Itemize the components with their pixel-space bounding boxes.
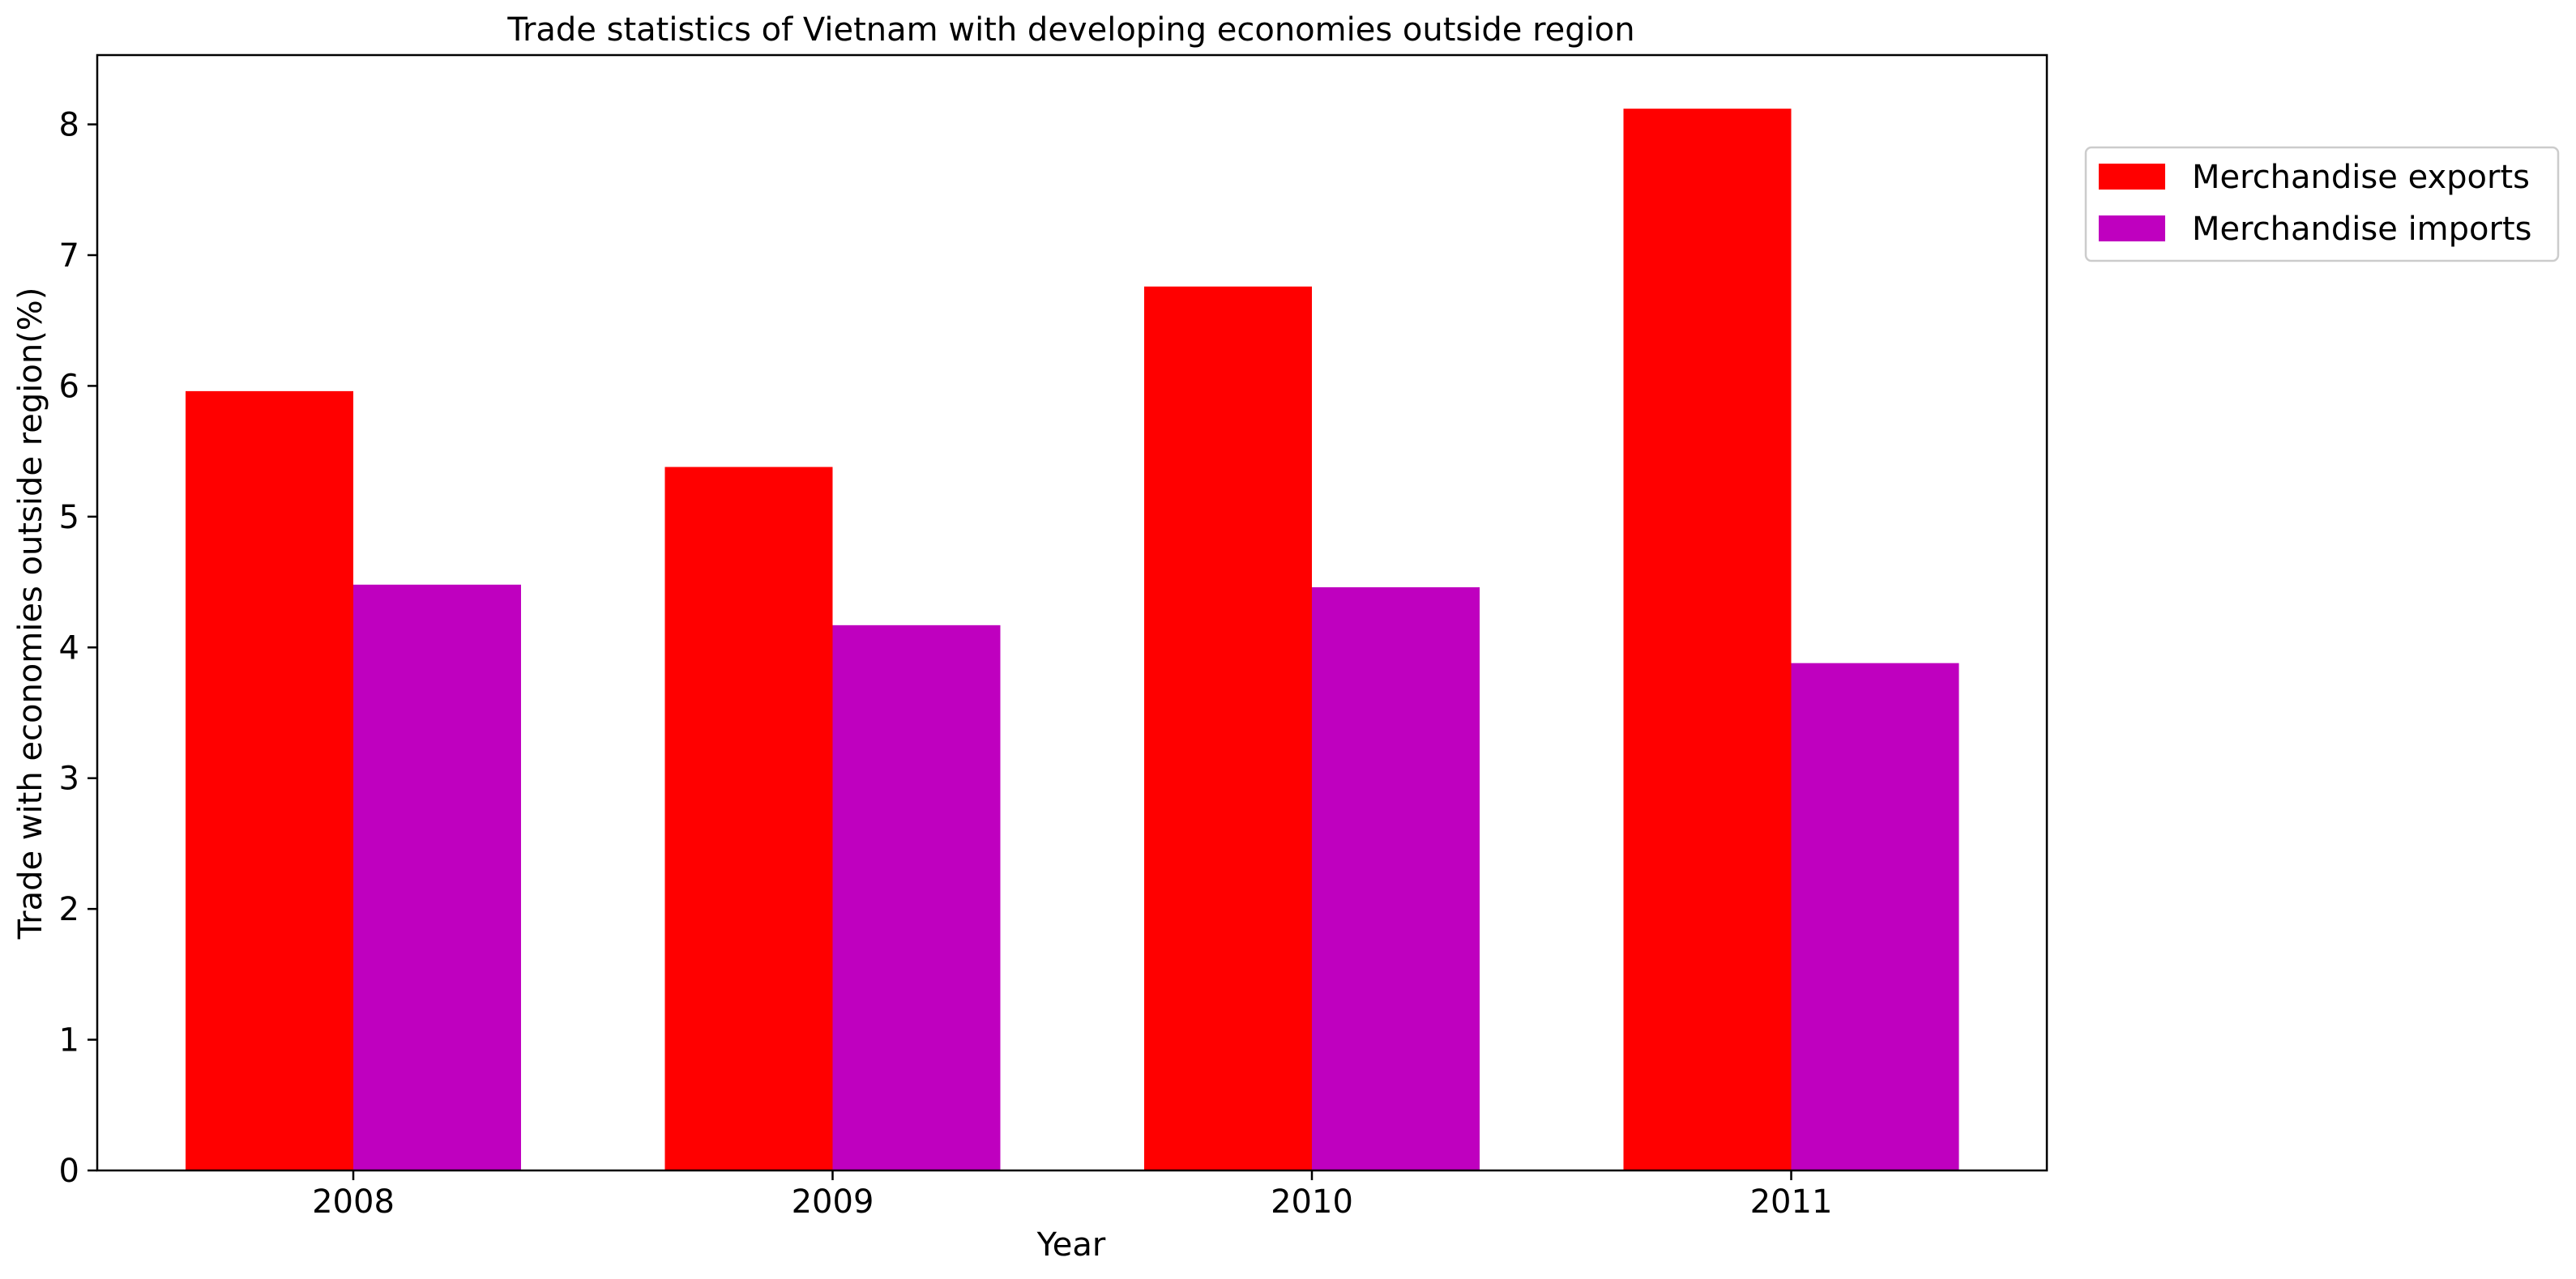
legend-swatch-imports bbox=[2099, 215, 2165, 241]
y-axis: 0 1 2 3 4 5 6 7 8 bbox=[59, 107, 97, 1190]
legend-frame bbox=[2084, 146, 2560, 262]
chart-title: Trade statistics of Vietnam with develop… bbox=[506, 11, 1634, 49]
x-axis-label: Year bbox=[1036, 1226, 1106, 1264]
legend-label-imports: Merchandise imports bbox=[2192, 211, 2531, 248]
legend-swatch-exports bbox=[2099, 164, 2165, 190]
bar-exports-2009 bbox=[664, 467, 833, 1170]
bar-exports-2008 bbox=[186, 390, 353, 1170]
y-tick-label: 4 bbox=[59, 629, 79, 667]
y-tick-label: 7 bbox=[59, 237, 79, 275]
y-tick-label: 5 bbox=[59, 499, 79, 536]
x-tick-label: 2010 bbox=[1271, 1183, 1353, 1221]
bars-group bbox=[186, 109, 1959, 1170]
y-tick-label: 3 bbox=[59, 761, 79, 798]
y-tick-label: 8 bbox=[59, 107, 79, 144]
legend-label-exports: Merchandise exports bbox=[2192, 159, 2530, 196]
bar-exports-2010 bbox=[1144, 286, 1312, 1170]
x-tick-label: 2011 bbox=[1750, 1183, 1833, 1221]
y-tick-label: 6 bbox=[59, 368, 79, 405]
y-tick-label: 1 bbox=[59, 1022, 79, 1059]
bar-exports-2011 bbox=[1623, 109, 1792, 1170]
x-tick-label: 2008 bbox=[312, 1183, 395, 1221]
legend: Merchandise exports Merchandise imports bbox=[2084, 146, 2560, 262]
x-axis: 2008 2009 2010 2011 bbox=[312, 1170, 1832, 1221]
bar-imports-2010 bbox=[1312, 587, 1480, 1170]
y-tick-label: 0 bbox=[59, 1153, 79, 1190]
bar-imports-2009 bbox=[832, 625, 1001, 1170]
bar-imports-2008 bbox=[353, 584, 521, 1170]
y-axis-label: Trade with economies outside region(%) bbox=[12, 288, 49, 940]
y-tick-label: 2 bbox=[59, 891, 79, 928]
bar-imports-2011 bbox=[1791, 663, 1959, 1170]
plot-frame bbox=[96, 53, 2048, 1172]
x-tick-label: 2009 bbox=[792, 1183, 874, 1221]
